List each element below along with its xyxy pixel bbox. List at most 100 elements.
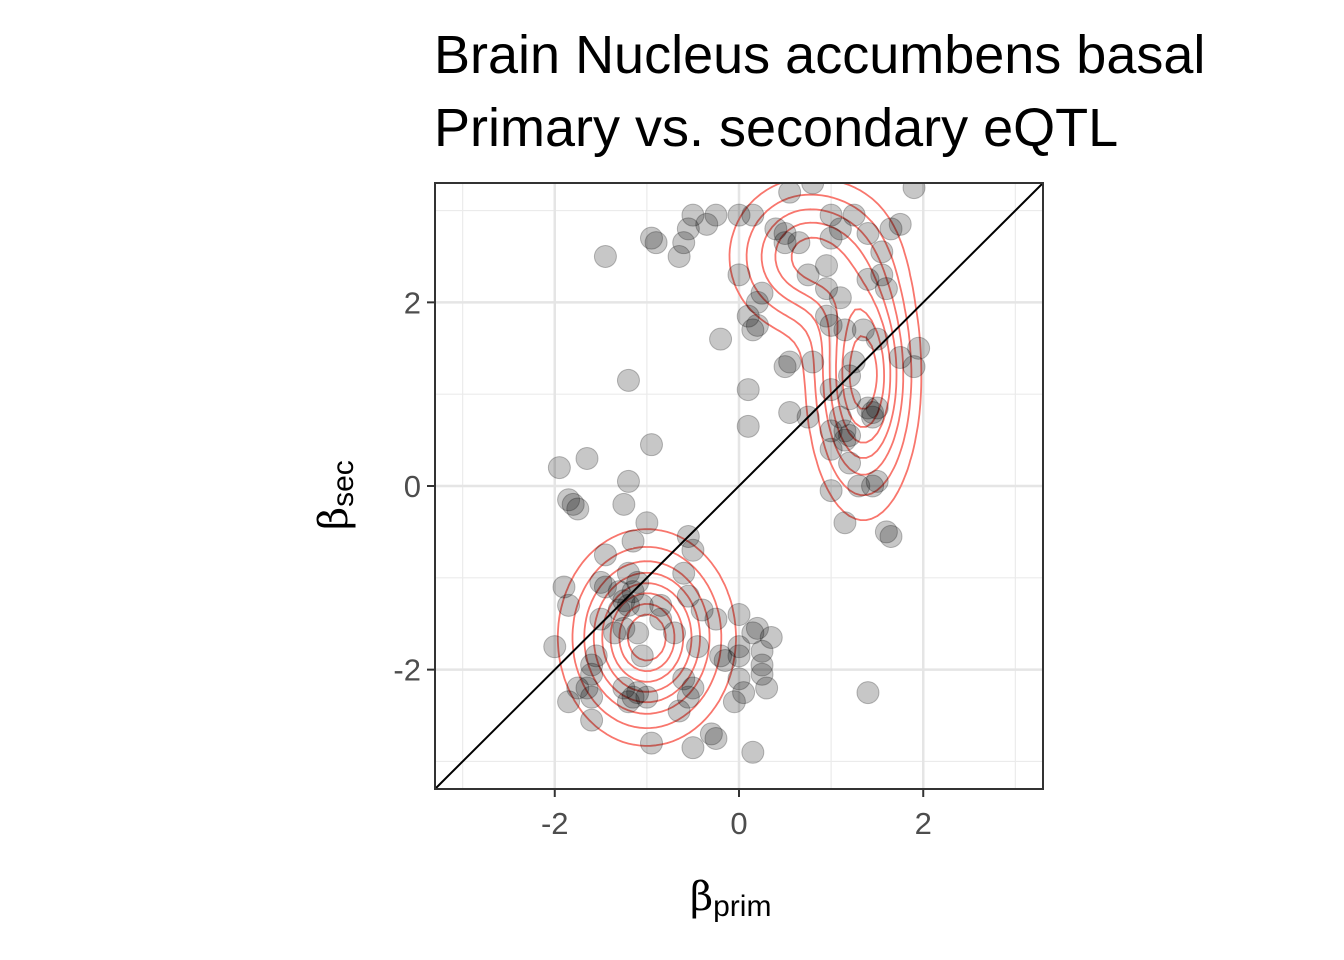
data-point [741,621,765,645]
data-point [566,676,590,700]
y-axis-symbol: β [311,507,357,530]
data-point [704,203,728,227]
density-contour [583,208,905,715]
density-contour [618,335,878,672]
data-point [727,263,751,287]
data-point [773,231,797,255]
data-point [557,593,581,617]
y-tick-label: 0 [404,469,421,504]
data-point [727,603,751,627]
data-point [704,607,728,631]
data-point [801,183,825,195]
data-point [856,222,880,245]
data-point [745,313,769,337]
data-point [819,378,843,402]
data-point [833,428,857,452]
data-point [552,575,576,599]
data-point [635,685,659,709]
data-point [649,607,673,631]
data-point [593,543,617,567]
data-point [616,469,640,493]
data-point [690,598,714,622]
data-point [607,580,631,604]
data-point [750,662,774,686]
data-point [861,474,885,498]
data-point [621,529,645,553]
data-point [713,648,737,672]
density-contour [627,613,667,662]
data-point [815,304,839,328]
data-point [626,681,650,705]
data-point [888,212,912,236]
chart-title-line-1: Brain Nucleus accumbens basal [434,25,1205,85]
data-point [686,635,710,659]
data-point [865,396,889,420]
data-point [580,662,604,686]
data-point [888,345,912,369]
data-point [699,722,723,746]
data-point [778,401,802,425]
data-point [745,616,769,640]
y-axis-subscript: sec [327,460,360,507]
data-point [663,621,687,645]
data-point [616,690,640,714]
data-point [672,667,696,691]
data-point [612,616,636,640]
data-point [616,593,640,617]
data-point [838,451,862,475]
data-point [902,355,926,379]
data-point [681,538,705,562]
data-point [561,492,585,516]
data-point [639,433,663,457]
data-point [874,277,898,301]
data-point [593,244,617,268]
data-point [612,676,636,700]
data-point [874,520,898,544]
data-point [819,226,843,250]
data-point [865,327,889,351]
data-point [819,203,843,227]
data-point [856,267,880,291]
data-point [639,731,663,755]
data-point [727,635,751,659]
data-point [879,217,903,241]
data-point [593,575,617,599]
x-axis-title: βprim [690,874,771,923]
data-point [727,667,751,691]
data-point [635,511,659,535]
data-point [566,497,590,521]
data-point [709,644,733,668]
data-point [815,254,839,278]
data-point [865,469,889,493]
data-point [676,217,700,241]
data-point [842,203,866,227]
data-point [819,437,843,461]
data-point [612,492,636,516]
data-point [727,644,751,668]
data-point [736,378,760,402]
data-point [741,318,765,342]
data-point [626,570,650,594]
x-axis-symbol: β [690,874,713,920]
x-axis-subscript: prim [713,890,771,923]
data-point [902,183,926,200]
data-point [649,593,673,617]
data-point [557,690,581,714]
data-point [838,424,862,447]
data-point [828,286,852,310]
data-point [626,621,650,645]
data-point [672,231,696,255]
data-point [750,653,774,677]
data-point [847,474,871,498]
data-point [815,277,839,301]
data-point [732,681,756,705]
data-point [589,607,613,631]
y-tick-label: 2 [404,285,421,320]
data-point [856,681,880,705]
data-point [589,570,613,594]
data-point [681,736,705,760]
data-point [778,350,802,374]
data-point [736,304,760,328]
data-point [580,708,604,732]
